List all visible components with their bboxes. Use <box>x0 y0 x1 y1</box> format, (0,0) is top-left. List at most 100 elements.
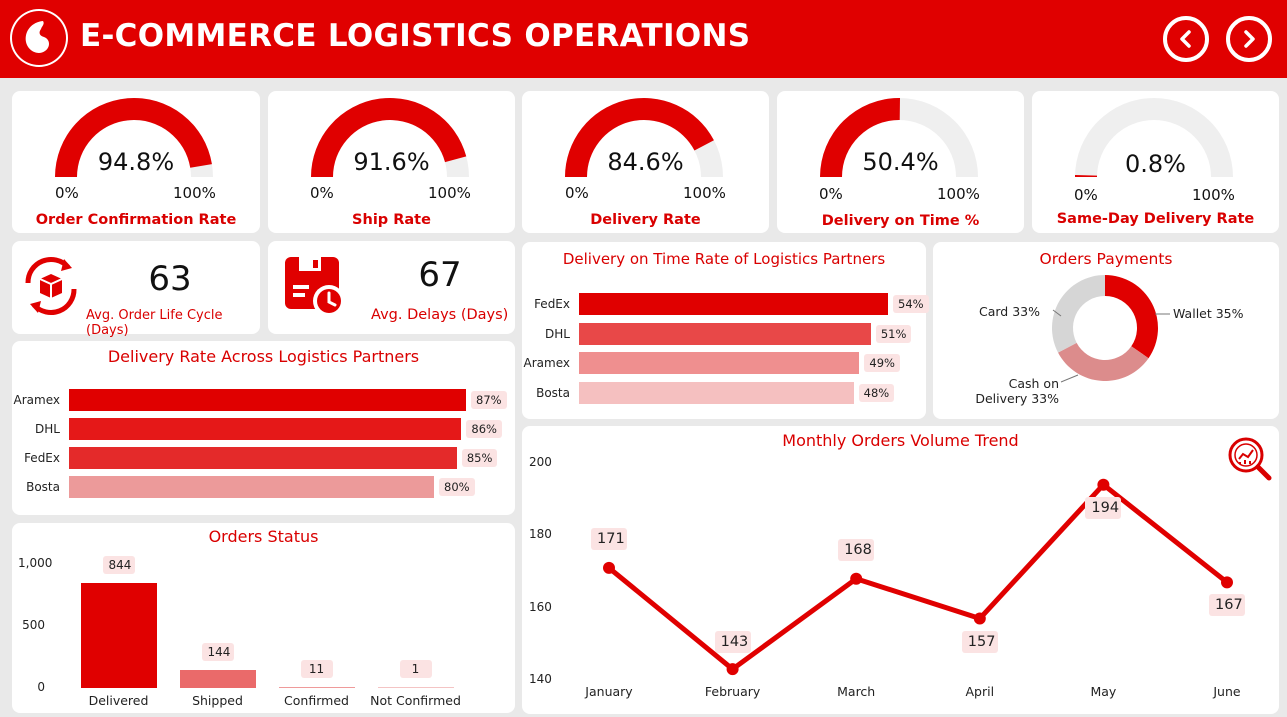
y-tick-label: 1,000 <box>18 556 53 570</box>
bar-category-label: Aramex <box>13 393 60 407</box>
gauge-arc <box>820 97 978 177</box>
bar-category-label: Aramex <box>523 356 570 370</box>
donut-chart <box>1052 275 1170 383</box>
bar-value-label: 80% <box>439 478 475 496</box>
x-category-label: Delivered <box>88 693 149 708</box>
y-tick-label: 140 <box>529 672 552 686</box>
gauge-max-label: 100% <box>937 185 980 203</box>
gauge-value: 91.6% <box>353 148 430 176</box>
donut-slice <box>1052 275 1105 353</box>
bar <box>579 352 860 374</box>
gauge-min-label: 0% <box>819 185 843 203</box>
x-category-label: Shipped <box>192 693 243 708</box>
gauge-card-same-day: 0.8% 0% 100% Same-Day Delivery Rate <box>1032 91 1279 233</box>
nav-next-button[interactable] <box>1226 16 1272 62</box>
data-point <box>1097 478 1110 491</box>
gauge-min-label: 0% <box>565 184 589 202</box>
gauge-value: 84.6% <box>607 148 684 176</box>
data-point <box>973 612 986 625</box>
nav-prev-button[interactable] <box>1163 16 1209 62</box>
leader-line <box>1060 374 1079 383</box>
y-tick-label: 180 <box>529 527 552 542</box>
bar-category-label: DHL <box>35 422 60 436</box>
chart-monthly-orders-trend: Monthly Orders Volume Trend 200 180 160 140… <box>522 426 1279 714</box>
bar-value-label: 49% <box>864 354 900 372</box>
bar <box>69 418 462 440</box>
delay-clock-icon <box>285 257 345 317</box>
gauge-fill <box>565 98 714 177</box>
x-category-label: May <box>1090 684 1117 699</box>
package-cycle-icon <box>25 257 77 315</box>
gauge-title: Delivery Rate <box>590 212 701 228</box>
x-category-label: Confirmed <box>284 693 349 708</box>
y-tick-label: 500 <box>22 618 45 632</box>
donut-label-cash: Cash on Delivery 33% <box>975 376 1059 406</box>
gauge-arc <box>565 98 723 177</box>
bar <box>69 447 457 469</box>
bar <box>579 322 871 345</box>
kpi-card-avg-delays: 67 Avg. Delays (Days) <box>268 241 515 334</box>
bar <box>377 686 454 688</box>
gauge-max-label: 100% <box>683 184 726 202</box>
gauge-card-delivery-rate: 84.6% 0% 100% Delivery Rate <box>522 91 769 233</box>
point-value-label: 194 <box>1085 496 1122 519</box>
y-tick-label: 160 <box>529 599 552 614</box>
leader-line <box>1052 309 1062 317</box>
point-value-label: 167 <box>1209 594 1245 617</box>
x-category-label: March <box>837 684 876 699</box>
line-plot <box>603 478 1233 676</box>
gauge-min-label: 0% <box>55 184 79 202</box>
chart-orders-status: Orders Status 1,000 500 0 844 Delivered 144 Sh… <box>12 523 515 713</box>
gauge-arc <box>1075 98 1233 177</box>
bar-value-label: 1 <box>399 659 432 678</box>
gauge-fill <box>1075 175 1098 177</box>
bar-category-label: FedEx <box>534 297 570 311</box>
bar-value-label: 48% <box>858 383 895 402</box>
bar-category-label: Bosta <box>26 480 60 494</box>
y-tick-label: 200 <box>529 455 552 469</box>
chart-title: Delivery on Time Rate of Logistics Partn… <box>562 250 886 268</box>
kpi-value: 67 <box>418 255 462 295</box>
y-tick-label: 0 <box>37 680 45 694</box>
chart-title: Orders Status <box>208 527 319 546</box>
bar <box>69 476 435 498</box>
bar <box>579 293 888 315</box>
gauge-value: 0.8% <box>1125 150 1186 178</box>
bar-value-label: 86% <box>466 420 502 438</box>
chart-delivery-rate-partners: Delivery Rate Across Logistics Partners … <box>12 341 515 515</box>
brand-logo-icon <box>10 9 68 67</box>
bar <box>80 583 157 688</box>
bar <box>179 670 256 688</box>
bar <box>579 381 854 404</box>
bar <box>69 389 466 411</box>
gauge-fill <box>311 98 467 177</box>
x-category-label: February <box>704 684 761 699</box>
gauge-fill <box>820 97 900 177</box>
data-point <box>603 561 615 574</box>
gauge-max-label: 100% <box>428 184 471 202</box>
chart-title: Delivery Rate Across Logistics Partners <box>107 347 420 366</box>
bar-category-label: Bosta <box>536 385 570 400</box>
gauge-card-delivery-on-time: 50.4% 0% 100% Delivery on Time % <box>777 91 1024 233</box>
analytics-magnifier-icon <box>1228 437 1272 481</box>
data-point <box>850 572 863 585</box>
bar-value-label: 54% <box>893 295 929 313</box>
gauge-fill <box>55 97 212 177</box>
x-category-label: January <box>585 684 633 699</box>
gauge-title: Order Confirmation Rate <box>35 212 237 228</box>
gauge-min-label: 0% <box>310 184 334 202</box>
kpi-label: Avg. Delays (Days) <box>371 307 509 323</box>
gauge-max-label: 100% <box>1192 186 1235 204</box>
gauge-min-label: 0% <box>1074 186 1098 204</box>
header-bar: E-COMMERCE LOGISTICS OPERATIONS <box>0 0 1287 78</box>
x-category-label: Not Confirmed <box>370 693 461 708</box>
chevron-left-icon <box>1180 30 1191 48</box>
gauge-value: 50.4% <box>862 148 939 176</box>
gauge-arc <box>55 97 213 177</box>
chart-title: Orders Payments <box>1039 250 1173 268</box>
gauge-arc <box>311 98 469 177</box>
point-value-label: 157 <box>961 630 998 653</box>
bar-value-label: 844 <box>102 556 135 575</box>
page-title: E-COMMERCE LOGISTICS OPERATIONS <box>80 18 751 54</box>
gauge-title: Ship Rate <box>352 212 431 228</box>
